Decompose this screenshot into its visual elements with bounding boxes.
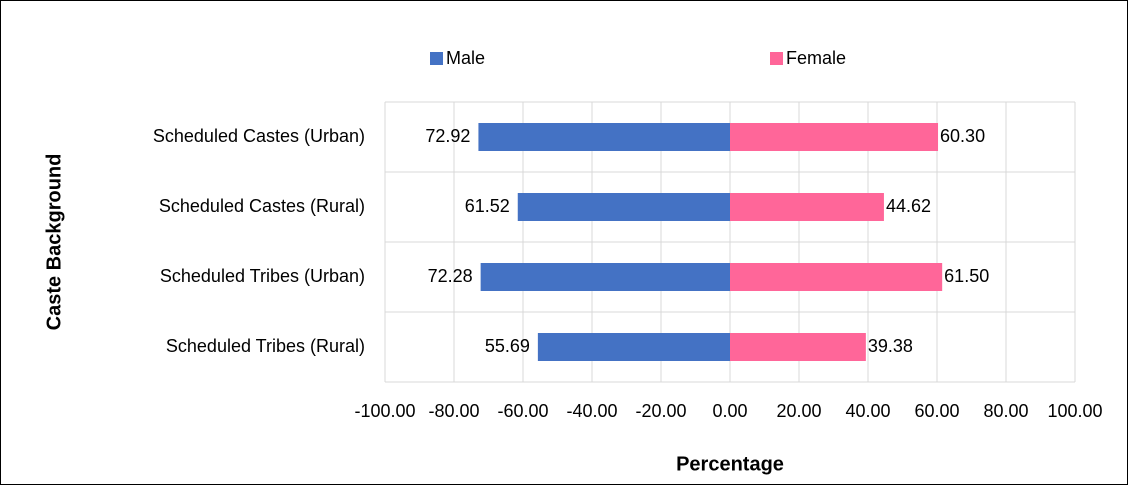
x-tick-label: 40.00 bbox=[845, 401, 890, 421]
bar bbox=[478, 123, 730, 151]
data-label: 44.62 bbox=[886, 196, 931, 216]
x-tick-label: 80.00 bbox=[983, 401, 1028, 421]
data-label: 60.30 bbox=[940, 126, 985, 146]
x-tick-label: 100.00 bbox=[1047, 401, 1102, 421]
x-tick-label: -20.00 bbox=[635, 401, 686, 421]
x-tick-label: 20.00 bbox=[776, 401, 821, 421]
data-label: 61.52 bbox=[465, 196, 510, 216]
bar bbox=[730, 263, 943, 291]
legend-swatch bbox=[430, 52, 443, 65]
bar bbox=[730, 193, 884, 221]
bar bbox=[537, 333, 730, 361]
data-label: 61.50 bbox=[944, 266, 989, 286]
y-tick-label: Scheduled Tribes (Urban) bbox=[160, 266, 365, 286]
x-tick-label: -60.00 bbox=[497, 401, 548, 421]
bar bbox=[517, 193, 730, 221]
data-label: 72.92 bbox=[425, 126, 470, 146]
x-tick-label: 60.00 bbox=[914, 401, 959, 421]
x-tick-label: -100.00 bbox=[354, 401, 415, 421]
data-label: 39.38 bbox=[868, 336, 913, 356]
y-axis-title: Caste Background bbox=[43, 154, 65, 331]
y-tick-label: Scheduled Castes (Rural) bbox=[159, 196, 365, 216]
x-tick-label: -40.00 bbox=[566, 401, 617, 421]
bar bbox=[480, 263, 730, 291]
bar bbox=[730, 333, 866, 361]
data-label: 55.69 bbox=[485, 336, 530, 356]
bar bbox=[730, 123, 939, 151]
legend-swatch bbox=[770, 52, 783, 65]
x-tick-label: -80.00 bbox=[428, 401, 479, 421]
x-axis-title: Percentage bbox=[676, 453, 784, 475]
data-label: 72.28 bbox=[428, 266, 473, 286]
x-tick-label: 0.00 bbox=[712, 401, 747, 421]
legend-label: Female bbox=[786, 48, 846, 68]
y-tick-label: Scheduled Tribes (Rural) bbox=[166, 336, 365, 356]
y-tick-label: Scheduled Castes (Urban) bbox=[153, 126, 365, 146]
legend-label: Male bbox=[446, 48, 485, 68]
